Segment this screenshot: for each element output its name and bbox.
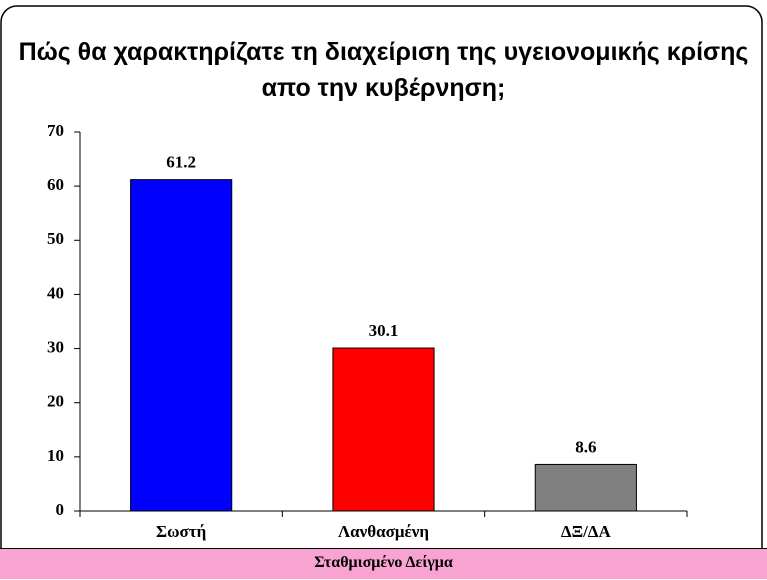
- y-tick-label: 20: [47, 392, 64, 411]
- bar: [130, 179, 233, 512]
- y-tick-label: 10: [47, 446, 64, 465]
- value-label: 61.2: [166, 153, 196, 172]
- x-tick-label: ΔΞ/ΔΑ: [561, 522, 612, 541]
- bar: [534, 463, 637, 512]
- y-tick-label: 60: [47, 175, 64, 194]
- y-tick-label: 0: [56, 500, 65, 519]
- y-tick-label: 50: [47, 229, 64, 248]
- footer: Σταθμισμένο Δείγμα: [0, 548, 767, 579]
- value-label: 8.6: [575, 437, 596, 456]
- chart-title: Πώς θα χαρακτηρίζατε τη διαχείριση της υ…: [18, 38, 749, 102]
- value-label: 30.1: [369, 321, 399, 340]
- y-tick-label: 40: [47, 283, 64, 302]
- y-tick-label: 30: [47, 337, 64, 356]
- chart: 0 10 20 30 40 50 60 70 Σωστή 61.2 Λανθασμένη 30.1 ΔΞ…: [0, 5, 763, 548]
- x-tick-label: Σωστή: [156, 522, 206, 541]
- y-tick-label: 70: [47, 121, 64, 140]
- bar: [332, 347, 435, 512]
- x-tick-label: Λανθασμένη: [338, 522, 429, 541]
- frame: [0, 5, 763, 548]
